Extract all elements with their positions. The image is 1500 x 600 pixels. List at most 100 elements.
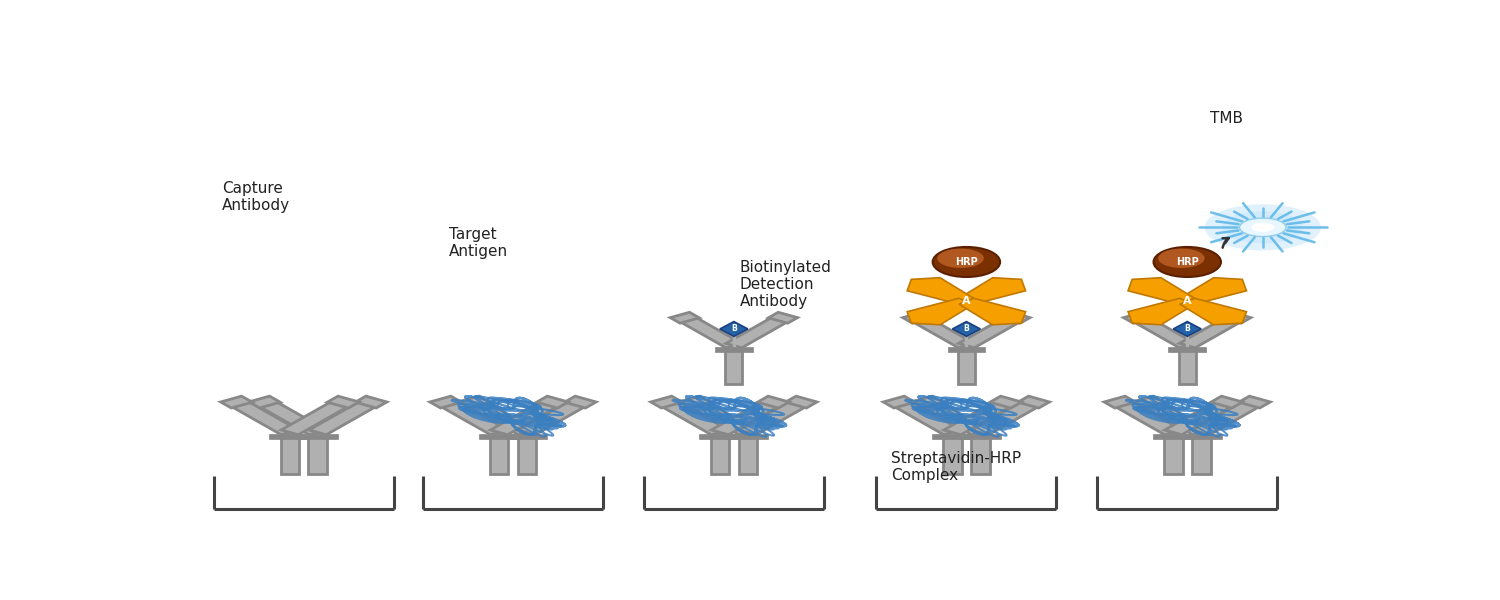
Polygon shape [220, 396, 252, 408]
Polygon shape [676, 316, 742, 348]
Polygon shape [327, 396, 358, 408]
Polygon shape [489, 433, 508, 474]
Polygon shape [1164, 400, 1234, 435]
Polygon shape [430, 396, 462, 408]
Text: A: A [962, 296, 970, 306]
Polygon shape [903, 312, 932, 323]
Text: Target
Antigen: Target Antigen [448, 227, 509, 259]
Circle shape [1222, 211, 1304, 244]
Polygon shape [1104, 396, 1136, 408]
Polygon shape [478, 434, 519, 439]
Text: Capture
Antibody: Capture Antibody [222, 181, 291, 213]
Polygon shape [309, 433, 327, 474]
Polygon shape [1210, 396, 1242, 408]
Polygon shape [738, 433, 758, 474]
Polygon shape [297, 434, 338, 439]
Polygon shape [1124, 312, 1152, 323]
Polygon shape [564, 396, 596, 408]
Text: Biotinylated
Detection
Antibody: Biotinylated Detection Antibody [740, 260, 831, 310]
Circle shape [1239, 218, 1286, 236]
Polygon shape [891, 400, 962, 435]
Polygon shape [716, 347, 753, 352]
Polygon shape [958, 298, 1026, 325]
Polygon shape [670, 312, 699, 323]
Polygon shape [678, 396, 711, 408]
Polygon shape [932, 434, 974, 439]
Polygon shape [960, 434, 1000, 439]
Text: HRP: HRP [956, 257, 978, 267]
Polygon shape [1128, 278, 1194, 304]
Polygon shape [726, 316, 790, 348]
Polygon shape [270, 434, 310, 439]
Polygon shape [740, 400, 810, 435]
Ellipse shape [1158, 248, 1204, 268]
Polygon shape [1128, 298, 1194, 325]
Polygon shape [699, 434, 741, 439]
Polygon shape [507, 434, 548, 439]
Polygon shape [1179, 316, 1244, 348]
Polygon shape [228, 400, 298, 435]
Polygon shape [1164, 433, 1182, 474]
Polygon shape [944, 400, 1014, 435]
Ellipse shape [938, 248, 984, 268]
Circle shape [1204, 204, 1322, 250]
Polygon shape [436, 400, 507, 435]
Polygon shape [918, 400, 988, 435]
Polygon shape [686, 400, 756, 435]
Polygon shape [658, 400, 729, 435]
Polygon shape [1192, 400, 1263, 435]
Polygon shape [952, 322, 981, 337]
Polygon shape [958, 316, 1023, 348]
Polygon shape [908, 278, 974, 304]
Circle shape [1251, 223, 1275, 232]
Text: HRP: HRP [1176, 257, 1198, 267]
Polygon shape [1180, 278, 1246, 304]
Polygon shape [972, 400, 1042, 435]
Polygon shape [711, 400, 782, 435]
Polygon shape [1112, 400, 1182, 435]
Polygon shape [726, 346, 742, 384]
Polygon shape [256, 400, 327, 435]
Polygon shape [786, 396, 818, 408]
Polygon shape [1019, 396, 1050, 408]
Polygon shape [280, 400, 351, 435]
Polygon shape [518, 433, 537, 474]
Text: Streptavidin-HRP
Complex: Streptavidin-HRP Complex [891, 451, 1022, 483]
Polygon shape [249, 396, 280, 408]
Polygon shape [1180, 298, 1246, 325]
Polygon shape [768, 312, 798, 323]
Polygon shape [1179, 346, 1196, 384]
Polygon shape [490, 400, 561, 435]
Polygon shape [519, 400, 590, 435]
Ellipse shape [1154, 247, 1221, 277]
Polygon shape [537, 396, 568, 408]
Polygon shape [309, 400, 380, 435]
Ellipse shape [933, 247, 1000, 277]
Polygon shape [944, 433, 962, 474]
Polygon shape [884, 396, 915, 408]
Polygon shape [1168, 347, 1206, 352]
Polygon shape [948, 347, 986, 352]
Polygon shape [1239, 396, 1270, 408]
Text: A: A [1184, 296, 1191, 306]
Polygon shape [1180, 434, 1221, 439]
Polygon shape [280, 433, 298, 474]
Polygon shape [958, 278, 1026, 304]
Polygon shape [356, 396, 387, 408]
Polygon shape [720, 322, 748, 337]
Polygon shape [1222, 312, 1251, 323]
Polygon shape [1154, 434, 1194, 439]
Polygon shape [990, 396, 1022, 408]
Polygon shape [651, 396, 682, 408]
Text: B: B [730, 325, 736, 334]
Polygon shape [1192, 433, 1210, 474]
Polygon shape [958, 346, 975, 384]
Polygon shape [728, 434, 768, 439]
Polygon shape [1132, 396, 1164, 408]
Polygon shape [458, 396, 489, 408]
Polygon shape [910, 396, 944, 408]
Text: B: B [963, 325, 969, 334]
Polygon shape [1140, 400, 1210, 435]
Polygon shape [1173, 322, 1202, 337]
Polygon shape [1000, 312, 1030, 323]
